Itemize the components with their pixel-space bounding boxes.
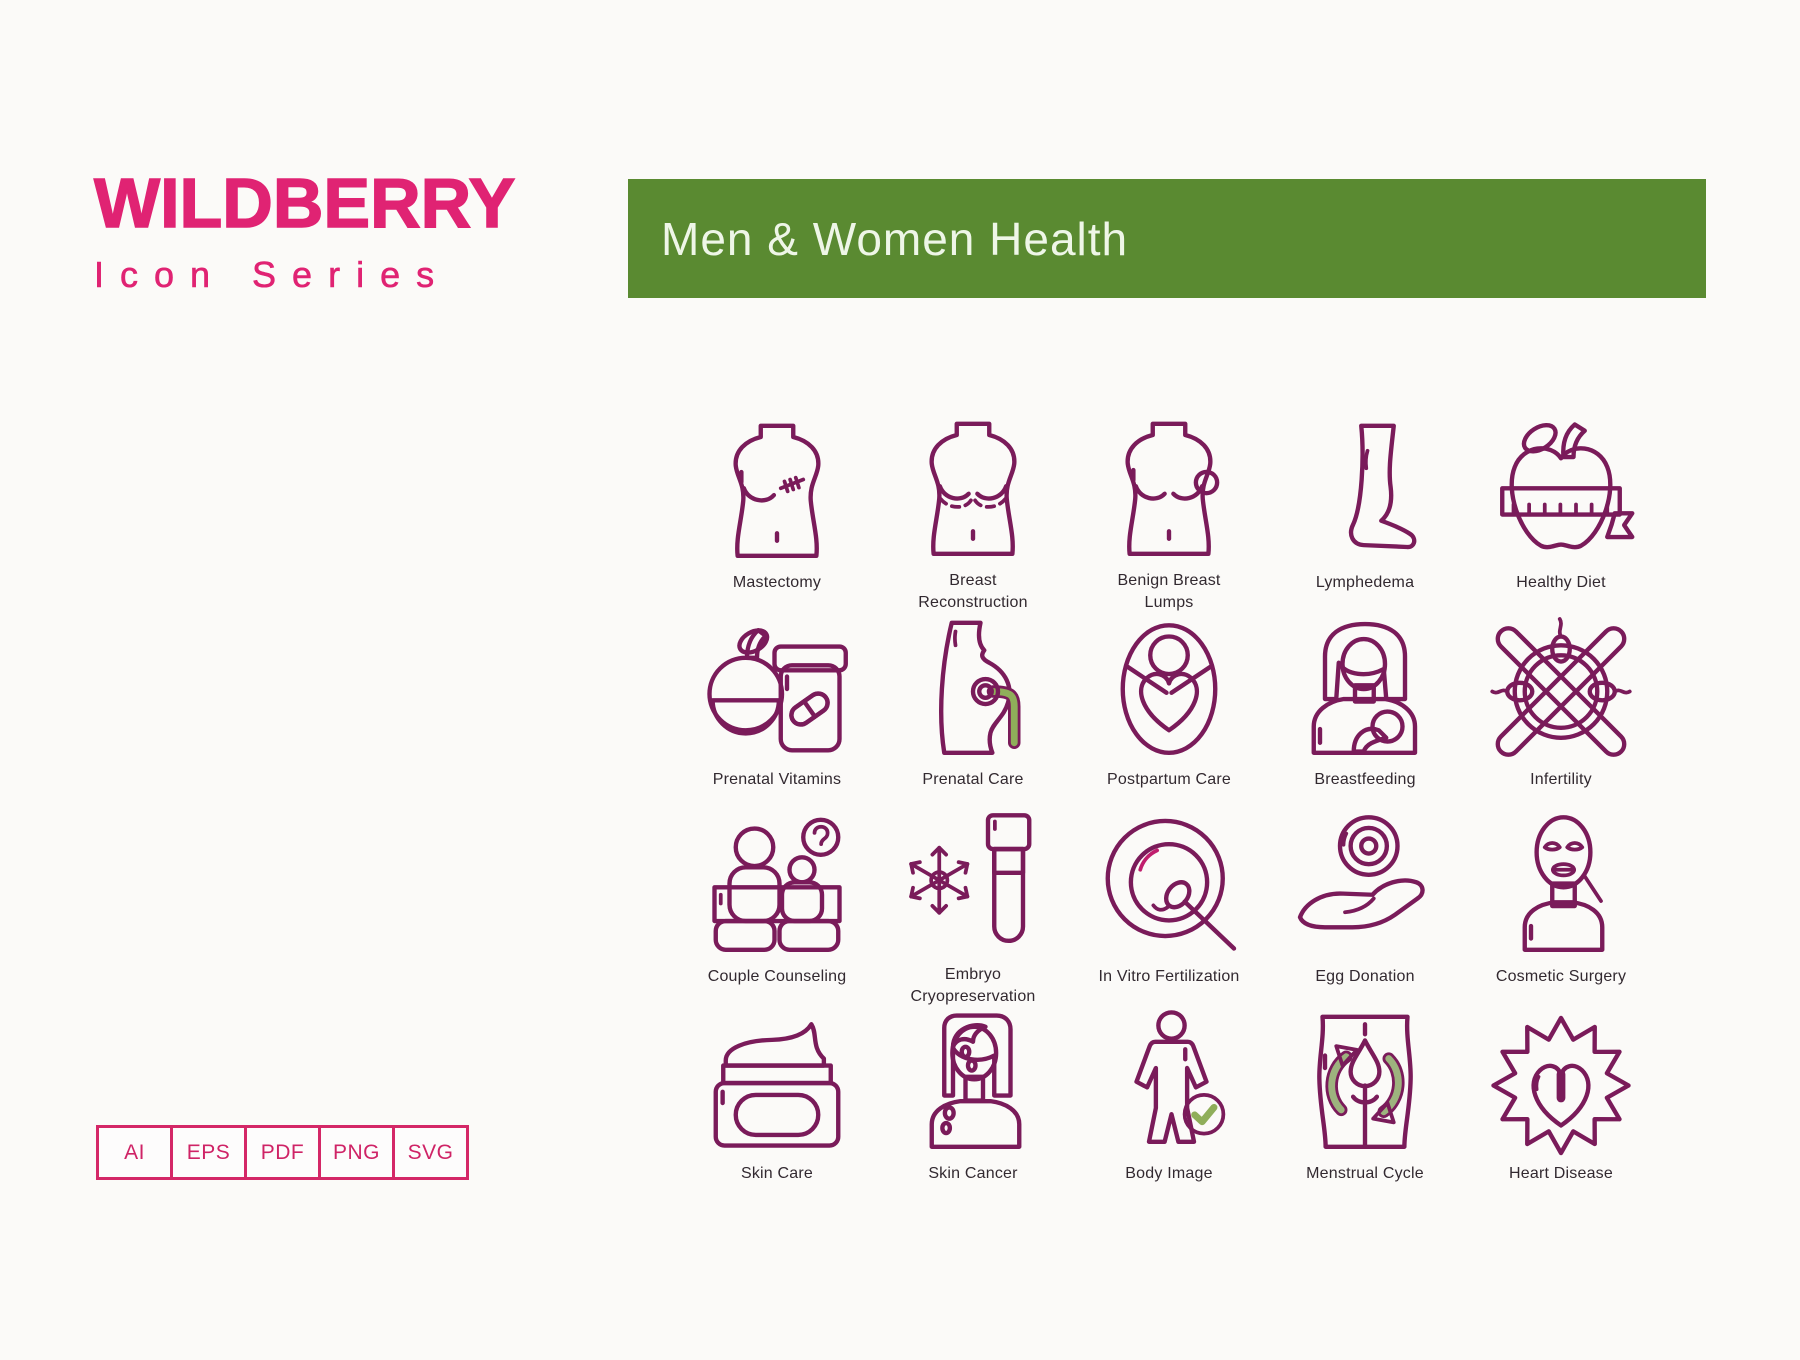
format-badges: AI EPS PDF PNG SVG xyxy=(96,1125,469,1180)
postpartum-care-icon xyxy=(1084,612,1254,764)
brand-series: Icon Series xyxy=(94,254,451,296)
icon-card-cosmetic-surgery: Cosmetic Surgery xyxy=(1463,809,1659,1006)
category-banner: Men & Women Health xyxy=(628,179,1706,298)
icon-label: Infertility xyxy=(1530,771,1592,788)
icon-card-prenatal-vitamins: Prenatal Vitamins xyxy=(679,612,875,809)
icon-card-couple-counseling: Couple Counseling xyxy=(679,809,875,1006)
icon-label: Prenatal Care xyxy=(922,771,1024,788)
icon-label: Menstrual Cycle xyxy=(1306,1165,1424,1182)
brand-logo: WILDBERRY Icon Series xyxy=(93,164,516,296)
breastfeeding-icon xyxy=(1280,612,1450,764)
in-vitro-fertilization-icon xyxy=(1084,809,1254,961)
icon-label: Mastectomy xyxy=(732,574,822,591)
icon-card-heart-disease: Heart Disease xyxy=(1463,1006,1659,1203)
icon-card-benign-breast-lumps: Benign Breast Lumps xyxy=(1071,415,1267,612)
format-badge-png: PNG xyxy=(318,1125,395,1180)
icon-label: Prenatal Vitamins xyxy=(712,771,842,788)
cosmetic-surgery-icon xyxy=(1476,809,1646,961)
benign-breast-lumps-icon xyxy=(1084,415,1254,565)
breast-reconstruction-icon xyxy=(888,415,1058,565)
heart-disease-icon xyxy=(1476,1006,1646,1158)
icon-card-in-vitro-fertilization: In Vitro Fertilization xyxy=(1071,809,1267,1006)
format-badge-svg: SVG xyxy=(392,1125,469,1180)
icon-label: In Vitro Fertilization xyxy=(1098,968,1240,985)
icon-label: Cosmetic Surgery xyxy=(1495,968,1627,985)
icon-label: Postpartum Care xyxy=(1107,771,1231,788)
icon-label: Breast Reconstruction xyxy=(918,572,1028,612)
icon-card-skin-cancer: Skin Cancer xyxy=(875,1006,1071,1203)
brand-name: WILDBERRY xyxy=(93,164,516,242)
icon-card-postpartum-care: Postpartum Care xyxy=(1071,612,1267,809)
icon-card-menstrual-cycle: Menstrual Cycle xyxy=(1267,1006,1463,1203)
icon-card-prenatal-care: Prenatal Care xyxy=(875,612,1071,809)
mastectomy-icon xyxy=(692,415,862,567)
icon-card-embryo-cryopreservation: Embryo Cryopreservation xyxy=(875,809,1071,1006)
icon-card-lymphedema: Lymphedema xyxy=(1267,415,1463,612)
icon-label: Breastfeeding xyxy=(1314,771,1416,788)
prenatal-care-icon xyxy=(888,612,1058,764)
icon-label: Benign Breast Lumps xyxy=(1117,572,1221,612)
icon-grid: Mastectomy Breast Reconstruction xyxy=(679,415,1659,1203)
icon-label: Lymphedema xyxy=(1315,574,1415,591)
format-badge-eps: EPS xyxy=(170,1125,247,1180)
icon-label: Skin Cancer xyxy=(928,1165,1018,1182)
icon-label: Healthy Diet xyxy=(1516,574,1606,591)
prenatal-vitamins-icon xyxy=(692,612,862,764)
icon-card-egg-donation: Egg Donation xyxy=(1267,809,1463,1006)
format-badge-ai: AI xyxy=(96,1125,173,1180)
menstrual-cycle-icon xyxy=(1280,1006,1450,1158)
format-badge-pdf: PDF xyxy=(244,1125,321,1180)
body-image-icon xyxy=(1084,1006,1254,1158)
icon-label: Skin Care xyxy=(740,1165,814,1182)
icon-card-body-image: Body Image xyxy=(1071,1006,1267,1203)
skin-care-icon xyxy=(692,1006,862,1158)
lymphedema-icon xyxy=(1280,415,1450,567)
embryo-cryopreservation-icon xyxy=(888,809,1058,959)
couple-counseling-icon xyxy=(692,809,862,961)
skin-cancer-icon xyxy=(888,1006,1058,1158)
egg-donation-icon xyxy=(1280,809,1450,961)
icon-card-mastectomy: Mastectomy xyxy=(679,415,875,612)
icon-card-infertility: Infertility xyxy=(1463,612,1659,809)
icon-card-breast-reconstruction: Breast Reconstruction xyxy=(875,415,1071,612)
icon-label: Egg Donation xyxy=(1315,968,1415,985)
icon-label: Embryo Cryopreservation xyxy=(910,966,1036,1006)
icon-card-skin-care: Skin Care xyxy=(679,1006,875,1203)
icon-label: Body Image xyxy=(1125,1165,1213,1182)
healthy-diet-icon xyxy=(1476,415,1646,567)
icon-card-breastfeeding: Breastfeeding xyxy=(1267,612,1463,809)
category-title: Men & Women Health xyxy=(661,212,1129,265)
icon-label: Heart Disease xyxy=(1509,1165,1613,1182)
infertility-icon xyxy=(1476,612,1646,764)
icon-card-healthy-diet: Healthy Diet xyxy=(1463,415,1659,612)
icon-label: Couple Counseling xyxy=(707,968,847,985)
